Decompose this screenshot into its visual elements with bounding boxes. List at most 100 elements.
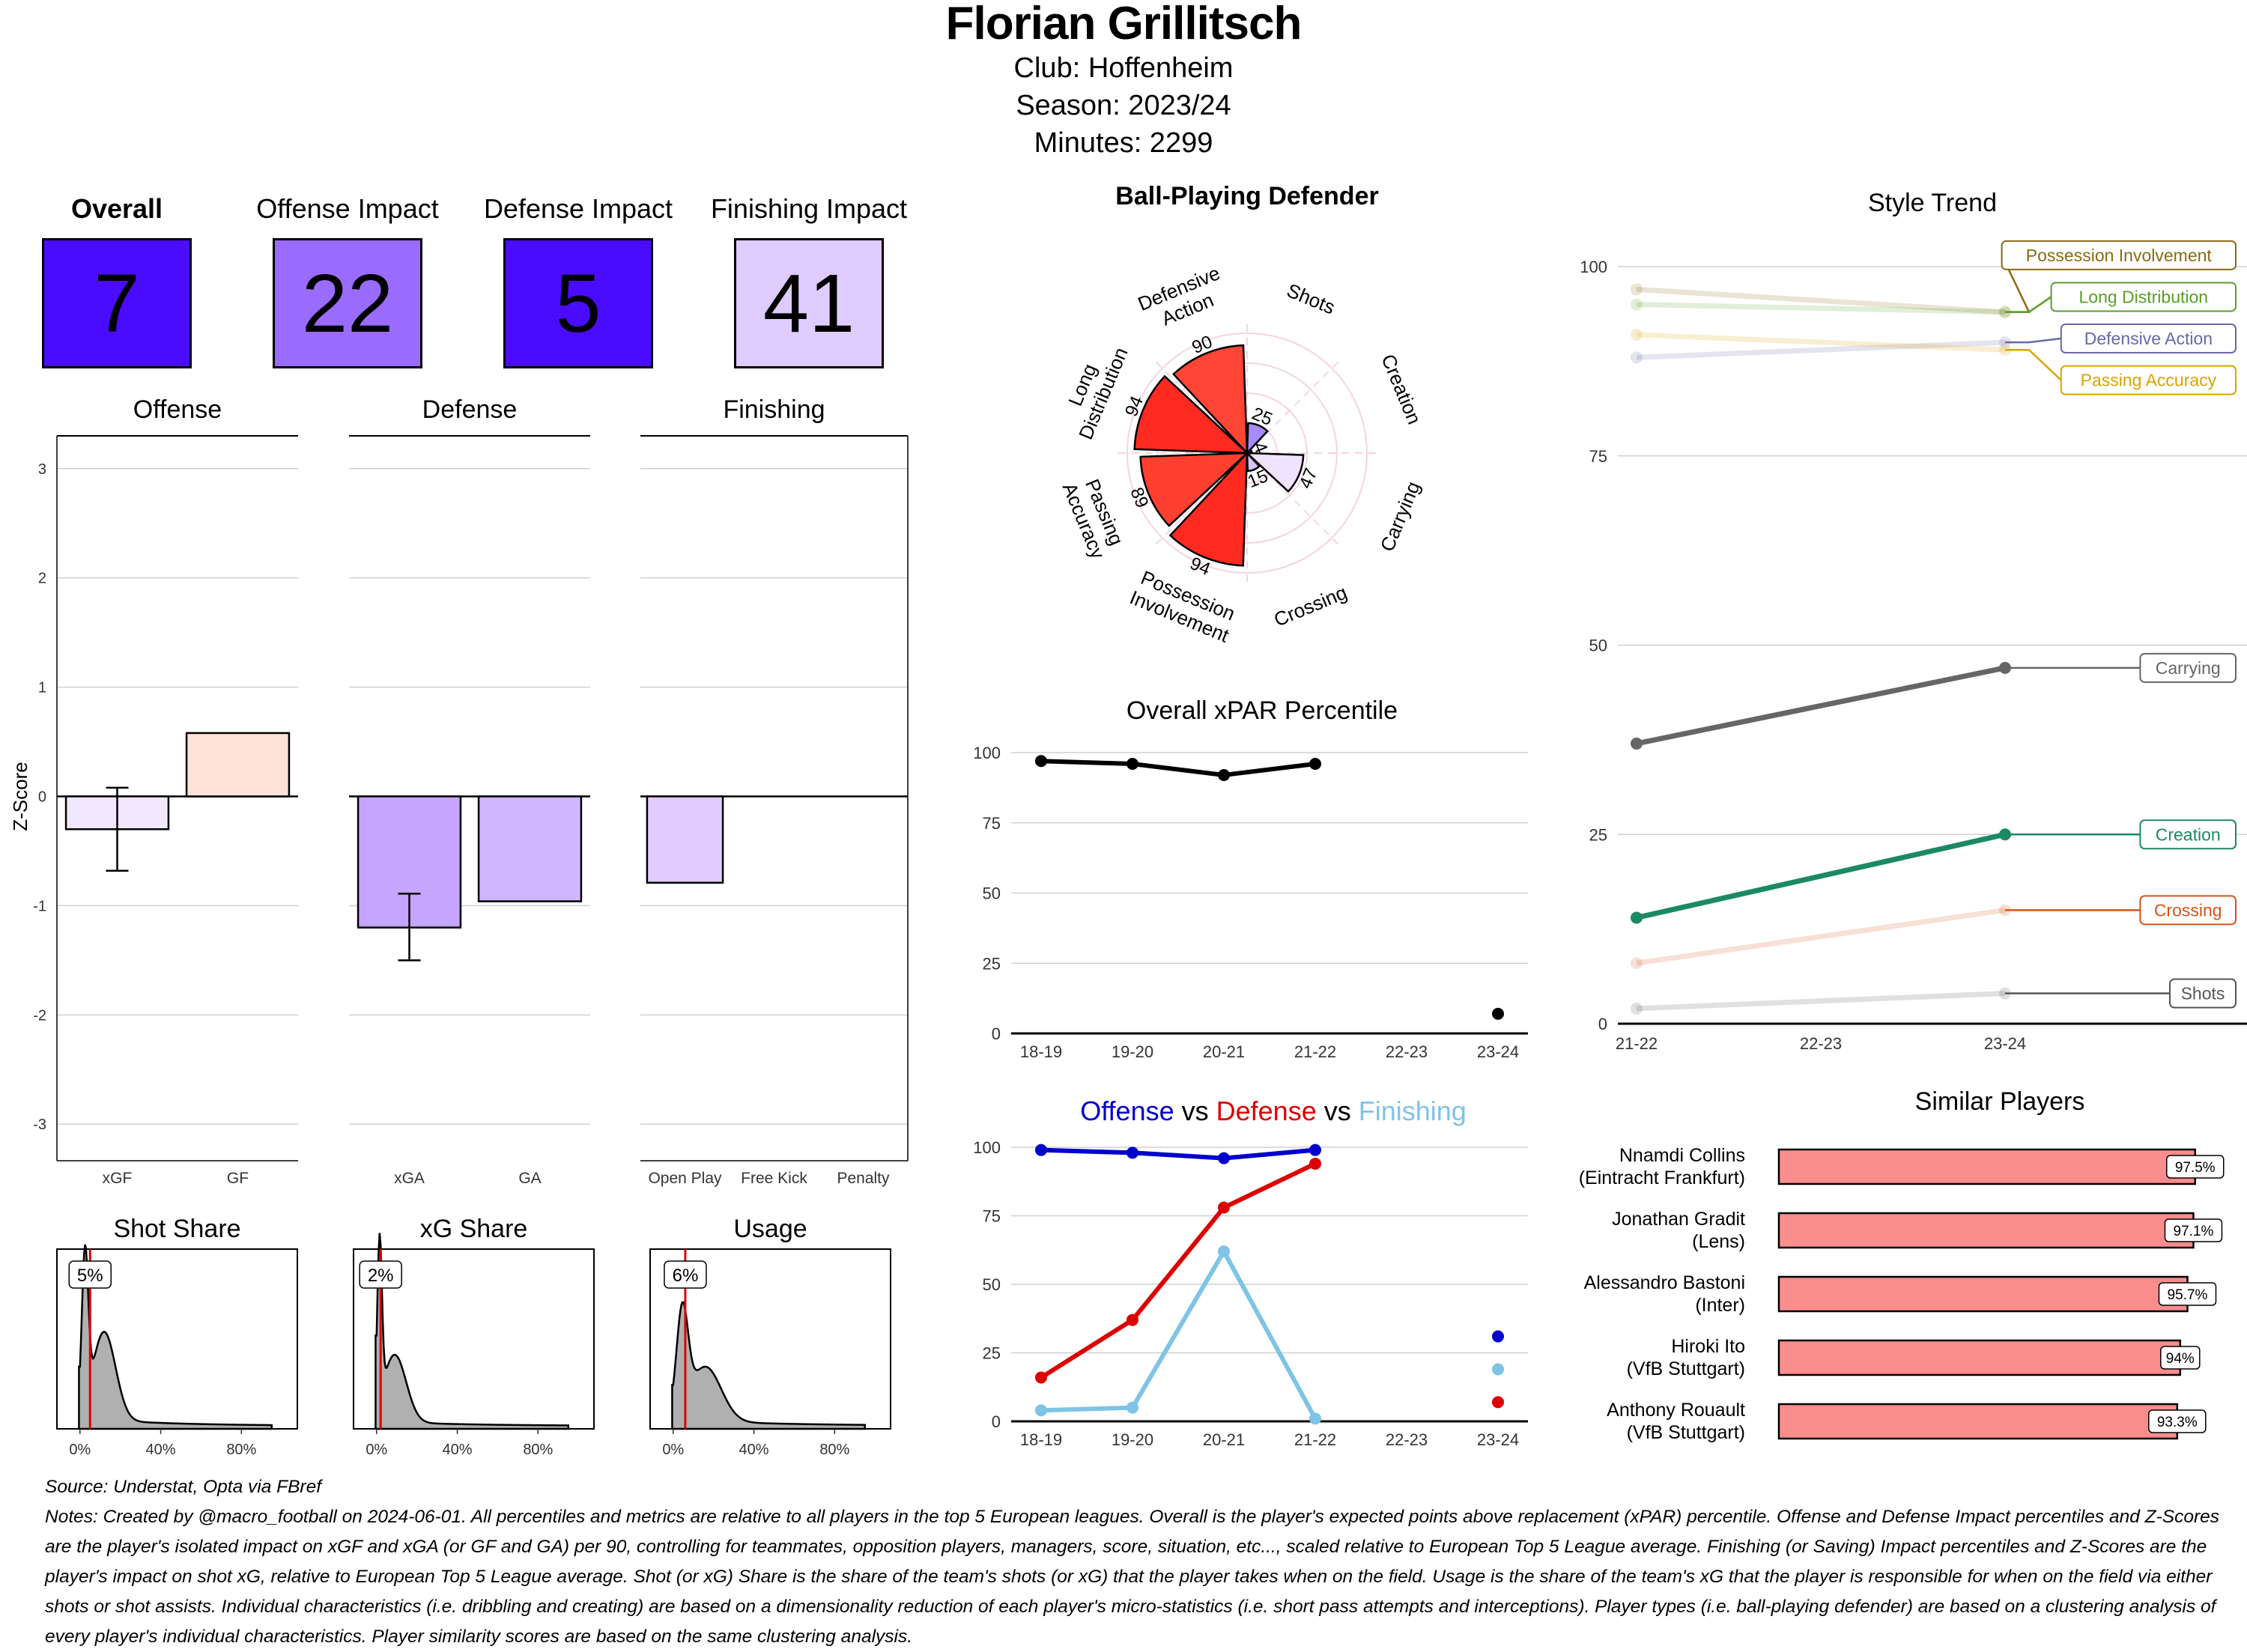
polar-category-label: Shots	[1284, 279, 1338, 318]
similar-player-name: Jonathan Gradit	[1612, 1209, 1745, 1230]
xpar-percentile-chart: Overall xPAR Percentile 0 25 50 75 100 18-19 19…	[973, 696, 1528, 1061]
style-series-line	[1636, 831, 2006, 920]
similar-player-name: Anthony Rouault	[1607, 1400, 1745, 1421]
density-title: xG Share	[420, 1215, 528, 1243]
y-tick-label: 25	[983, 954, 1001, 973]
polar-segment	[1244, 452, 1305, 494]
polar-spoke	[1152, 358, 1248, 454]
y-tick-label: 100	[1580, 258, 1607, 276]
category-tick-label: GF	[227, 1170, 249, 1187]
y-tick-label: 25	[1589, 825, 1607, 844]
xpar-title: Overall xPAR Percentile	[1126, 696, 1398, 725]
similarity-bar	[1777, 1148, 2196, 1185]
polar-title: Ball-Playing Defender	[1115, 182, 1378, 210]
style-point	[1631, 737, 1643, 750]
ovd-point	[1218, 1201, 1230, 1214]
similarity-label: 94%	[2166, 1351, 2195, 1367]
ovd-series-line	[1040, 1246, 1317, 1420]
kpi-offense-value: 22	[273, 238, 422, 368]
polar-spoke	[1246, 358, 1342, 454]
similarity-badge	[2160, 1346, 2201, 1370]
x-tick-label: 80%	[226, 1442, 256, 1458]
kpi-defense-value: 5	[503, 238, 653, 368]
ovd-title-part: Defense	[1209, 1096, 1317, 1126]
style-series-line	[1636, 302, 2006, 315]
similarity-bar	[1777, 1275, 2189, 1313]
xpar-point	[1218, 769, 1230, 781]
style-label-box	[2060, 365, 2237, 395]
kpi-finishing-value: 41	[734, 238, 884, 368]
similar-player-club: (Lens)	[1692, 1231, 1745, 1252]
value-badge	[68, 1260, 112, 1289]
density-curve	[374, 1233, 569, 1430]
y-tick-label: 0	[992, 1024, 1001, 1043]
style-series-line	[1636, 907, 2006, 966]
ovd-title: Offense vs Defense vs Finishing	[1080, 1096, 1467, 1126]
xpar-point	[1035, 755, 1047, 768]
style-title: Style Trend	[1868, 189, 1997, 217]
x-tick-label: 18-19	[1020, 1430, 1062, 1449]
ovd-title-part: Offense	[1080, 1096, 1174, 1126]
y-tick-label: 75	[983, 814, 1001, 833]
style-series-line	[1636, 332, 2006, 353]
x-tick-label: 21-22	[1294, 1042, 1336, 1061]
polar-segment	[1172, 344, 1249, 456]
density-title: Usage	[733, 1215, 807, 1243]
y-tick-label: 75	[983, 1207, 1001, 1226]
category-tick-label: xGA	[394, 1170, 425, 1187]
similarity-bar	[1777, 1339, 2182, 1376]
y-tick-label: 0	[38, 789, 46, 806]
x-tick-label: 21-22	[1294, 1430, 1336, 1449]
style-label-leader	[2005, 348, 2062, 381]
style-label-text: Long Distribution	[2078, 287, 2208, 306]
style-label-text: Defensive Action	[2084, 329, 2213, 348]
y-tick-label: -1	[33, 898, 46, 914]
similarity-label: 97.5%	[2175, 1160, 2216, 1176]
style-point	[1631, 1002, 1643, 1015]
similar-title: Similar Players	[1915, 1087, 2085, 1116]
style-series-line	[1636, 339, 2006, 360]
polar-segment	[1246, 422, 1270, 456]
xpar-line	[1040, 759, 1316, 778]
similarity-badge	[2158, 1282, 2217, 1306]
polar-segment	[1168, 450, 1249, 567]
x-tick-label: 22-23	[1386, 1430, 1428, 1449]
methodology-notes: Notes: Created by @macro_football on 202…	[45, 1507, 2220, 1647]
x-tick-label: 22-23	[1386, 1042, 1428, 1061]
y-tick-label: 2	[38, 571, 46, 587]
similar-player-club: (Eintracht Frankfurt)	[1579, 1167, 1745, 1188]
category-tick-label: GA	[518, 1170, 541, 1187]
panel-title: Finishing	[723, 395, 825, 424]
ovd-title-part: vs	[1174, 1096, 1209, 1126]
style-label-text: Carrying	[2156, 658, 2221, 678]
player-name: Florian Grillitsch	[945, 0, 1303, 49]
y-tick-label: 100	[973, 1138, 1001, 1157]
category-tick-label: Penalty	[837, 1170, 890, 1187]
polar-segment	[1133, 374, 1250, 455]
kpi-overall-label: Overall	[70, 193, 163, 224]
style-label-box	[2139, 895, 2237, 926]
polar-grid-ring	[1126, 332, 1368, 574]
ovd-point	[1309, 1144, 1321, 1156]
style-label-box	[2001, 240, 2237, 270]
ovd-point	[1035, 1371, 1047, 1384]
similar-player-name: Alessandro Bastoni	[1584, 1272, 1745, 1293]
ovd-point	[1309, 1412, 1321, 1425]
y-tick-label: -3	[33, 1117, 46, 1133]
x-tick-label: 21-22	[1616, 1034, 1658, 1053]
ovd-title-part: Finishing	[1351, 1096, 1467, 1126]
value-badge	[359, 1260, 402, 1289]
similarity-bar	[1777, 1403, 2179, 1440]
zscore-bar	[477, 795, 583, 902]
y-tick-label: 3	[38, 461, 46, 478]
y-tick-label: 25	[983, 1344, 1001, 1363]
ovd-point	[1035, 1144, 1047, 1156]
x-tick-label: 80%	[523, 1442, 553, 1458]
value-badge-label: 2%	[368, 1266, 394, 1286]
style-label-box	[2050, 282, 2237, 312]
x-tick-label: 40%	[443, 1442, 473, 1458]
style-label-text: Crossing	[2154, 900, 2222, 920]
